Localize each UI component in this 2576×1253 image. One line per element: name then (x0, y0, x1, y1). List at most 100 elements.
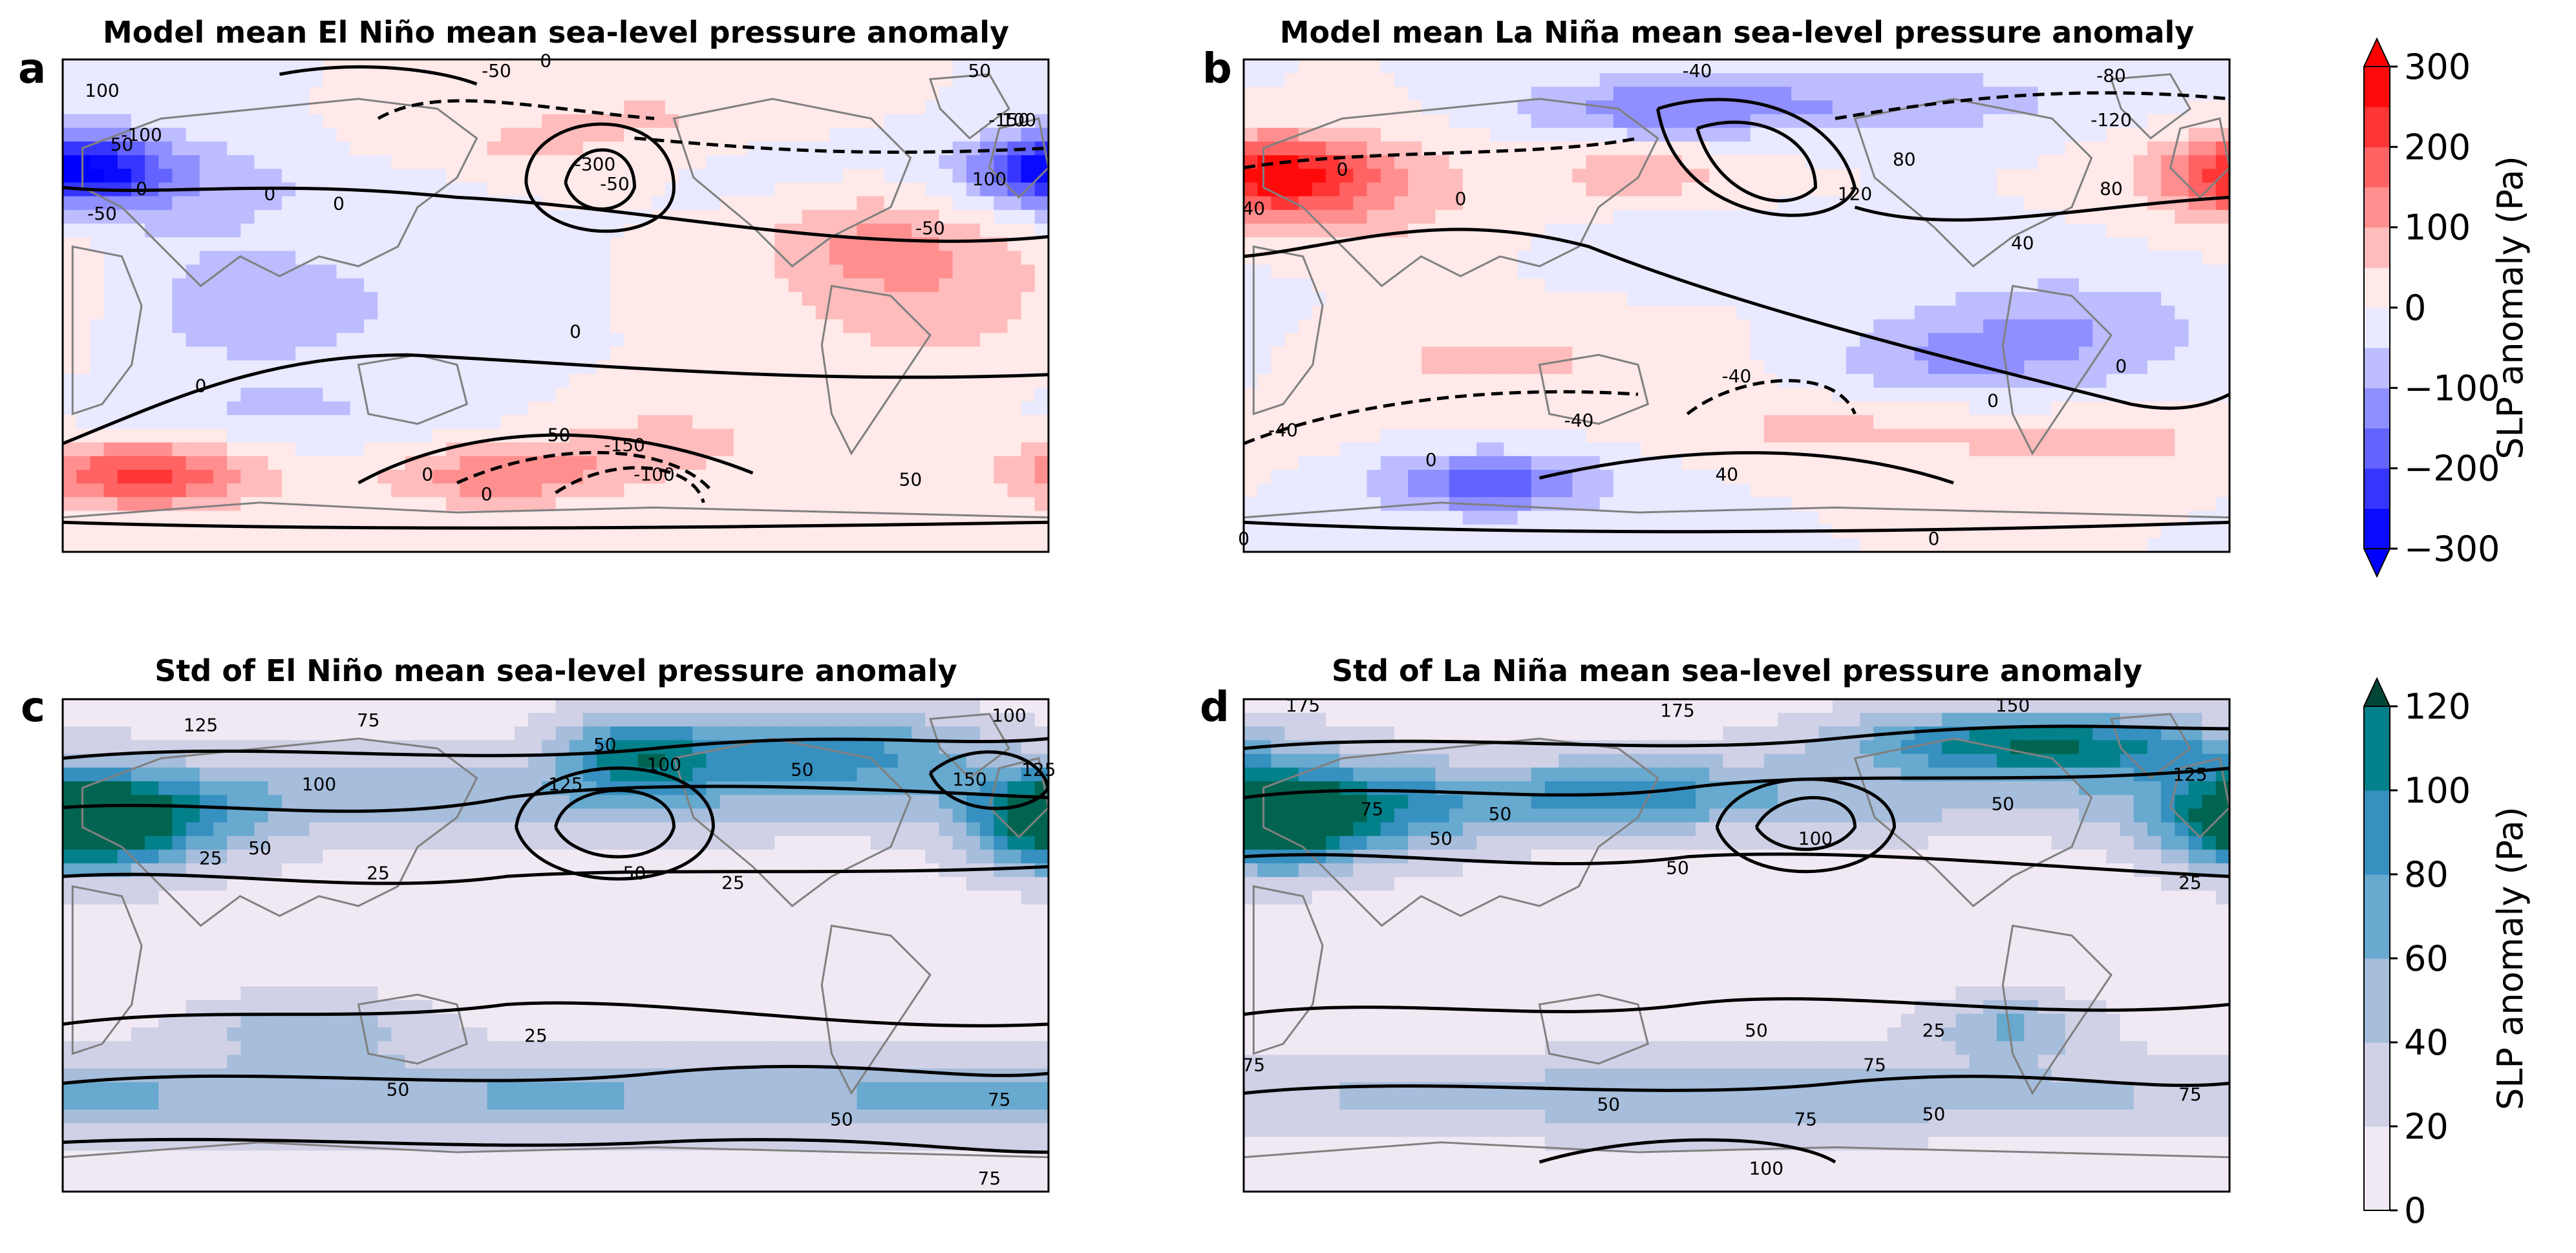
field-cell (692, 401, 707, 416)
field-cell (706, 278, 721, 293)
field-cell (857, 511, 871, 525)
field-cell (391, 442, 406, 457)
field-cell (1928, 59, 1943, 74)
field-cell (898, 442, 912, 457)
field-cell (117, 346, 132, 361)
field-cell (1435, 237, 1450, 252)
field-cell (706, 346, 721, 361)
field-cell (651, 388, 666, 402)
field-cell (1709, 127, 1724, 142)
field-cell (1900, 470, 1915, 484)
field-cell (2147, 415, 2162, 430)
field-cell (418, 73, 433, 88)
field-cell (555, 73, 570, 88)
field-cell (1599, 360, 1614, 375)
field-cell (857, 415, 871, 430)
field-cell (994, 346, 1008, 361)
field-cell (350, 100, 365, 115)
field-cell (1572, 264, 1587, 279)
field-cell (2106, 59, 2121, 74)
field-cell (939, 264, 953, 279)
field-cell (1654, 483, 1669, 498)
field-cell (1873, 224, 1888, 238)
field-cell (1709, 333, 1724, 348)
field-cell (240, 428, 255, 443)
field-cell (939, 73, 953, 88)
field-cell (500, 415, 515, 430)
field-cell (473, 360, 488, 375)
field-cell (857, 224, 871, 238)
field-cell (2147, 319, 2162, 334)
field-cell (1034, 169, 1048, 184)
field-cell (582, 291, 597, 306)
field-cell (857, 142, 871, 156)
field-cell (2051, 388, 2066, 402)
field-cell (227, 278, 242, 293)
field-cell (1736, 442, 1751, 457)
field-cell (1380, 470, 1395, 484)
field-cell (186, 87, 200, 101)
frame-a (61, 58, 1050, 553)
field-cell (597, 333, 611, 348)
field-cell (1298, 456, 1313, 470)
field-cell (898, 155, 912, 170)
field-cell (2175, 155, 2189, 170)
field-cell (980, 291, 995, 306)
field-cell (336, 209, 351, 224)
field-cell (172, 470, 187, 484)
field-cell (815, 538, 830, 552)
field-cell (1955, 224, 1970, 238)
field-cell (391, 73, 406, 88)
field-cell (1517, 291, 1532, 306)
field-cell (774, 278, 789, 293)
field-cell (186, 100, 200, 115)
field-cell (966, 360, 981, 375)
field-cell (254, 73, 269, 88)
field-cell (323, 319, 337, 334)
contour-line (63, 185, 1048, 243)
contour-label: -100 (633, 464, 675, 485)
field-cell (1034, 196, 1048, 211)
field-cell (515, 114, 529, 129)
field-cell (1873, 360, 1888, 375)
field-cell (747, 374, 761, 388)
field-cell (1449, 73, 1464, 88)
field-cell (774, 73, 789, 88)
field-cell (1681, 59, 1696, 74)
field-cell (1007, 182, 1022, 197)
field-cell (1641, 73, 1655, 88)
field-cell (2092, 127, 2107, 142)
field-cell (1613, 127, 1628, 142)
field-cell (994, 497, 1008, 512)
field-cell (761, 428, 776, 443)
field-cell (1380, 278, 1395, 293)
field-cell (309, 169, 324, 184)
field-cell (1034, 497, 1048, 512)
field-cell (418, 319, 433, 334)
field-cell (2051, 182, 2066, 197)
field-cell (802, 319, 816, 334)
contour-line (279, 65, 478, 86)
field-cell (952, 182, 967, 197)
field-cell (2161, 456, 2176, 470)
field-cell (487, 278, 502, 293)
field-cell (391, 278, 406, 293)
field-cell (186, 237, 200, 252)
field-cell (2215, 224, 2230, 238)
field-cell (1531, 182, 1546, 197)
field-cell (281, 114, 296, 129)
field-cell (1805, 127, 1820, 142)
field-cell (2175, 196, 2189, 211)
field-cell (2133, 470, 2148, 484)
field-cell (898, 497, 912, 512)
field-cell (1421, 114, 1436, 129)
field-cell (2175, 73, 2189, 88)
contour-line (63, 520, 1048, 530)
field-cell (2010, 333, 2025, 348)
field-cell (706, 87, 721, 101)
field-cell (2215, 73, 2230, 88)
field-cell (815, 196, 830, 211)
field-cell (1641, 415, 1655, 430)
field-cell (1394, 442, 1409, 457)
field-cell (1298, 100, 1313, 115)
